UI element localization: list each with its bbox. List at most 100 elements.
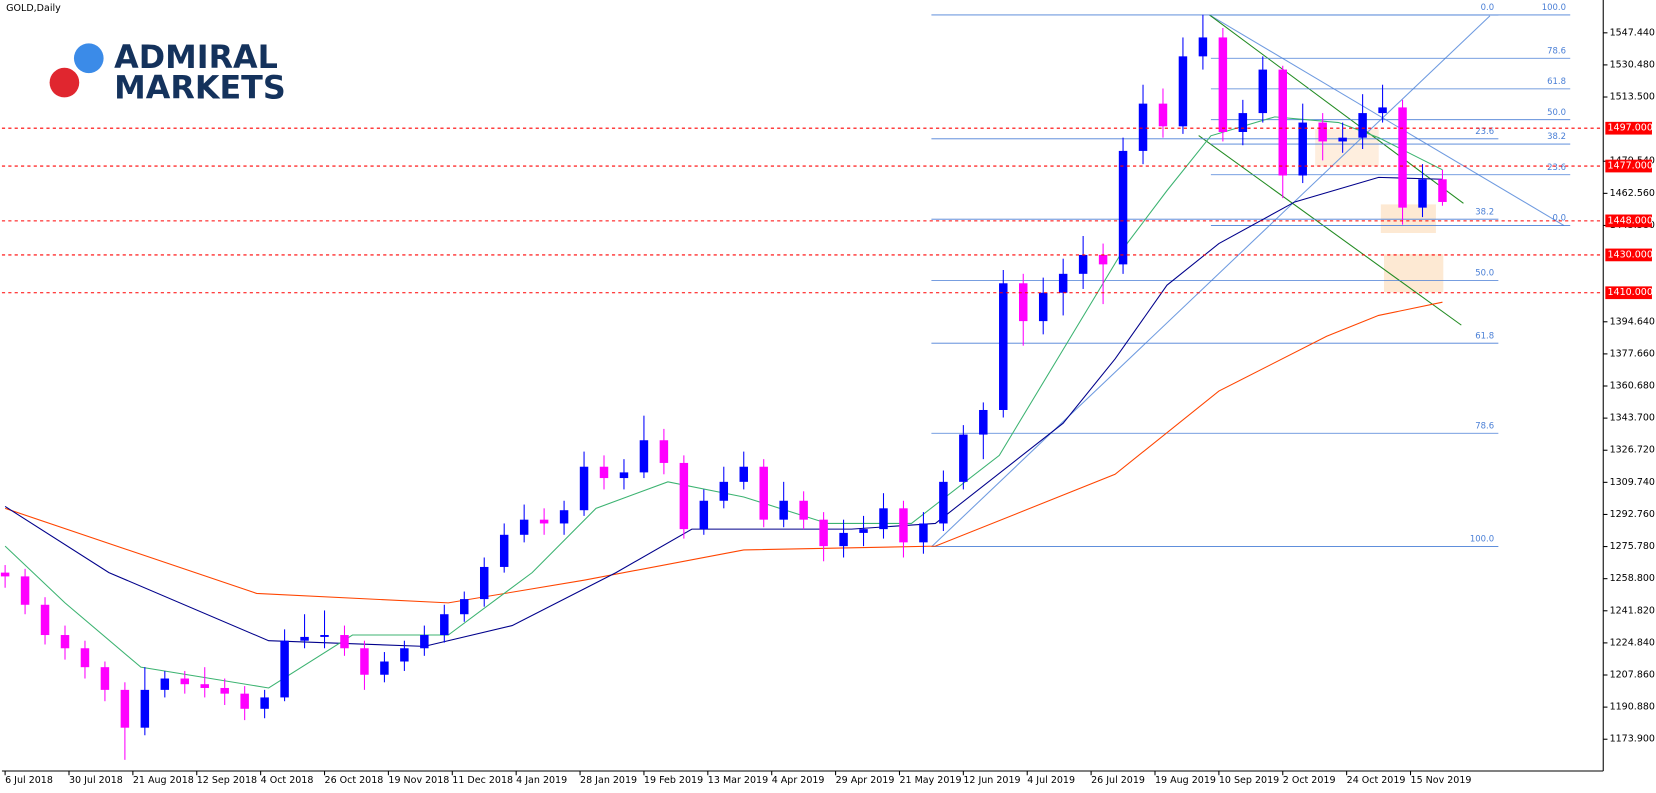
candle-body bbox=[559, 510, 569, 524]
candle-body bbox=[200, 684, 209, 688]
trend-line bbox=[931, 15, 1491, 547]
x-tick-label: 26 Oct 2018 bbox=[325, 775, 384, 786]
x-tick-label: 4 Apr 2019 bbox=[772, 775, 825, 786]
y-tick-label: 1360.680 bbox=[1610, 381, 1655, 392]
x-tick-label: 6 Jul 2018 bbox=[5, 775, 53, 786]
candle-body bbox=[979, 409, 988, 435]
y-tick-label: 1462.560 bbox=[1610, 188, 1655, 199]
candle-body bbox=[899, 508, 908, 543]
candle-body bbox=[1058, 273, 1068, 293]
candle-body bbox=[140, 689, 150, 728]
y-tick-label: 1530.480 bbox=[1610, 59, 1655, 70]
candle-body bbox=[1278, 69, 1287, 176]
fib-label: 38.2 bbox=[1547, 131, 1566, 141]
y-tick-label: 1513.500 bbox=[1610, 92, 1655, 103]
candle-body bbox=[959, 434, 968, 482]
y-tick-label: 1309.740 bbox=[1610, 477, 1655, 488]
channel-line bbox=[1198, 135, 1462, 326]
candle-body bbox=[859, 529, 868, 533]
candle-body bbox=[1398, 107, 1407, 208]
candle-body bbox=[1118, 150, 1128, 265]
zone bbox=[1380, 204, 1436, 233]
y-tick-label: 1258.800 bbox=[1610, 573, 1655, 584]
candle-body bbox=[160, 678, 170, 690]
y-tick-label: 1547.440 bbox=[1610, 27, 1655, 38]
y-tick-label: 1190.880 bbox=[1610, 702, 1655, 713]
candle-body bbox=[180, 678, 190, 685]
candle-body bbox=[220, 687, 229, 694]
fib-label: 23.6 bbox=[1475, 126, 1494, 136]
fib-label: 78.6 bbox=[1547, 45, 1566, 55]
candle-body bbox=[499, 534, 509, 567]
fib-label: 61.8 bbox=[1475, 330, 1494, 340]
x-tick-label: 4 Jul 2019 bbox=[1027, 775, 1075, 786]
moving-average bbox=[4, 301, 1443, 604]
moving-average bbox=[4, 116, 1443, 689]
candle-body bbox=[340, 635, 349, 649]
x-tick-label: 11 Dec 2018 bbox=[452, 775, 513, 786]
x-tick-label: 19 Aug 2019 bbox=[1155, 775, 1216, 786]
candle-body bbox=[1138, 103, 1148, 151]
fib-label: 23.6 bbox=[1547, 162, 1566, 172]
candle-body bbox=[1318, 122, 1327, 142]
candle-body bbox=[939, 481, 948, 524]
candle-body bbox=[1038, 292, 1048, 322]
candle-body bbox=[799, 500, 808, 520]
candle-body bbox=[519, 519, 529, 535]
candle-body bbox=[1198, 37, 1208, 57]
fib-label: 50.0 bbox=[1547, 107, 1566, 117]
candle-body bbox=[619, 472, 629, 479]
y-tick-label: 1275.780 bbox=[1610, 541, 1655, 552]
x-tick-label: 30 Jul 2018 bbox=[69, 775, 123, 786]
x-tick-label: 28 Jan 2019 bbox=[580, 775, 637, 786]
candle-body bbox=[1178, 56, 1188, 127]
candle-body bbox=[599, 466, 609, 479]
candle-body bbox=[759, 466, 768, 520]
candle-body bbox=[739, 466, 748, 482]
fib-label: 61.8 bbox=[1547, 76, 1566, 86]
candle-body bbox=[699, 500, 709, 530]
fib-label: 0.0 bbox=[1481, 2, 1494, 12]
candle-body bbox=[40, 604, 50, 636]
x-tick-label: 4 Oct 2018 bbox=[261, 775, 314, 786]
x-tick-label: 21 Aug 2018 bbox=[133, 775, 194, 786]
level-tag bbox=[1605, 214, 1652, 228]
y-tick-label: 1292.760 bbox=[1610, 509, 1655, 520]
y-tick-label: 1173.900 bbox=[1610, 734, 1655, 745]
candle-body bbox=[719, 481, 729, 501]
x-tick-label: 26 Jul 2019 bbox=[1091, 775, 1145, 786]
candle-body bbox=[380, 661, 389, 675]
candle-body bbox=[240, 693, 249, 709]
candle-body bbox=[539, 519, 549, 524]
x-tick-label: 4 Jan 2019 bbox=[516, 775, 567, 786]
candle-body bbox=[839, 532, 848, 547]
level-label: 1448.000 bbox=[1607, 215, 1652, 226]
level-label: 1477.000 bbox=[1607, 161, 1652, 172]
candle-body bbox=[420, 635, 429, 649]
x-tick-label: 24 Oct 2019 bbox=[1347, 775, 1406, 786]
level-label: 1430.000 bbox=[1607, 249, 1652, 260]
x-tick-label: 13 Mar 2019 bbox=[708, 775, 768, 786]
fib-label: 0.0 bbox=[1553, 213, 1566, 223]
level-label: 1497.000 bbox=[1607, 123, 1652, 134]
y-tick-label: 1377.660 bbox=[1610, 348, 1655, 359]
x-tick-label: 2 Oct 2019 bbox=[1283, 775, 1336, 786]
candle-body bbox=[1378, 107, 1387, 114]
candle-body bbox=[1218, 37, 1228, 132]
x-tick-label: 12 Sep 2018 bbox=[197, 775, 257, 786]
candle-body bbox=[659, 440, 669, 463]
candle-body bbox=[779, 500, 788, 520]
y-tick-label: 1394.640 bbox=[1610, 316, 1655, 327]
chart-title: GOLD,Daily bbox=[6, 3, 61, 14]
level-tag bbox=[1605, 248, 1652, 262]
candle-body bbox=[1358, 113, 1367, 138]
candle-body bbox=[80, 648, 90, 668]
y-tick-label: 1241.820 bbox=[1610, 605, 1655, 616]
candle-body bbox=[819, 519, 828, 547]
level-tag bbox=[1605, 286, 1652, 300]
x-tick-label: 21 May 2019 bbox=[899, 775, 961, 786]
candle-body bbox=[1238, 113, 1248, 132]
candle-body bbox=[639, 440, 649, 473]
candle-body bbox=[919, 523, 928, 543]
